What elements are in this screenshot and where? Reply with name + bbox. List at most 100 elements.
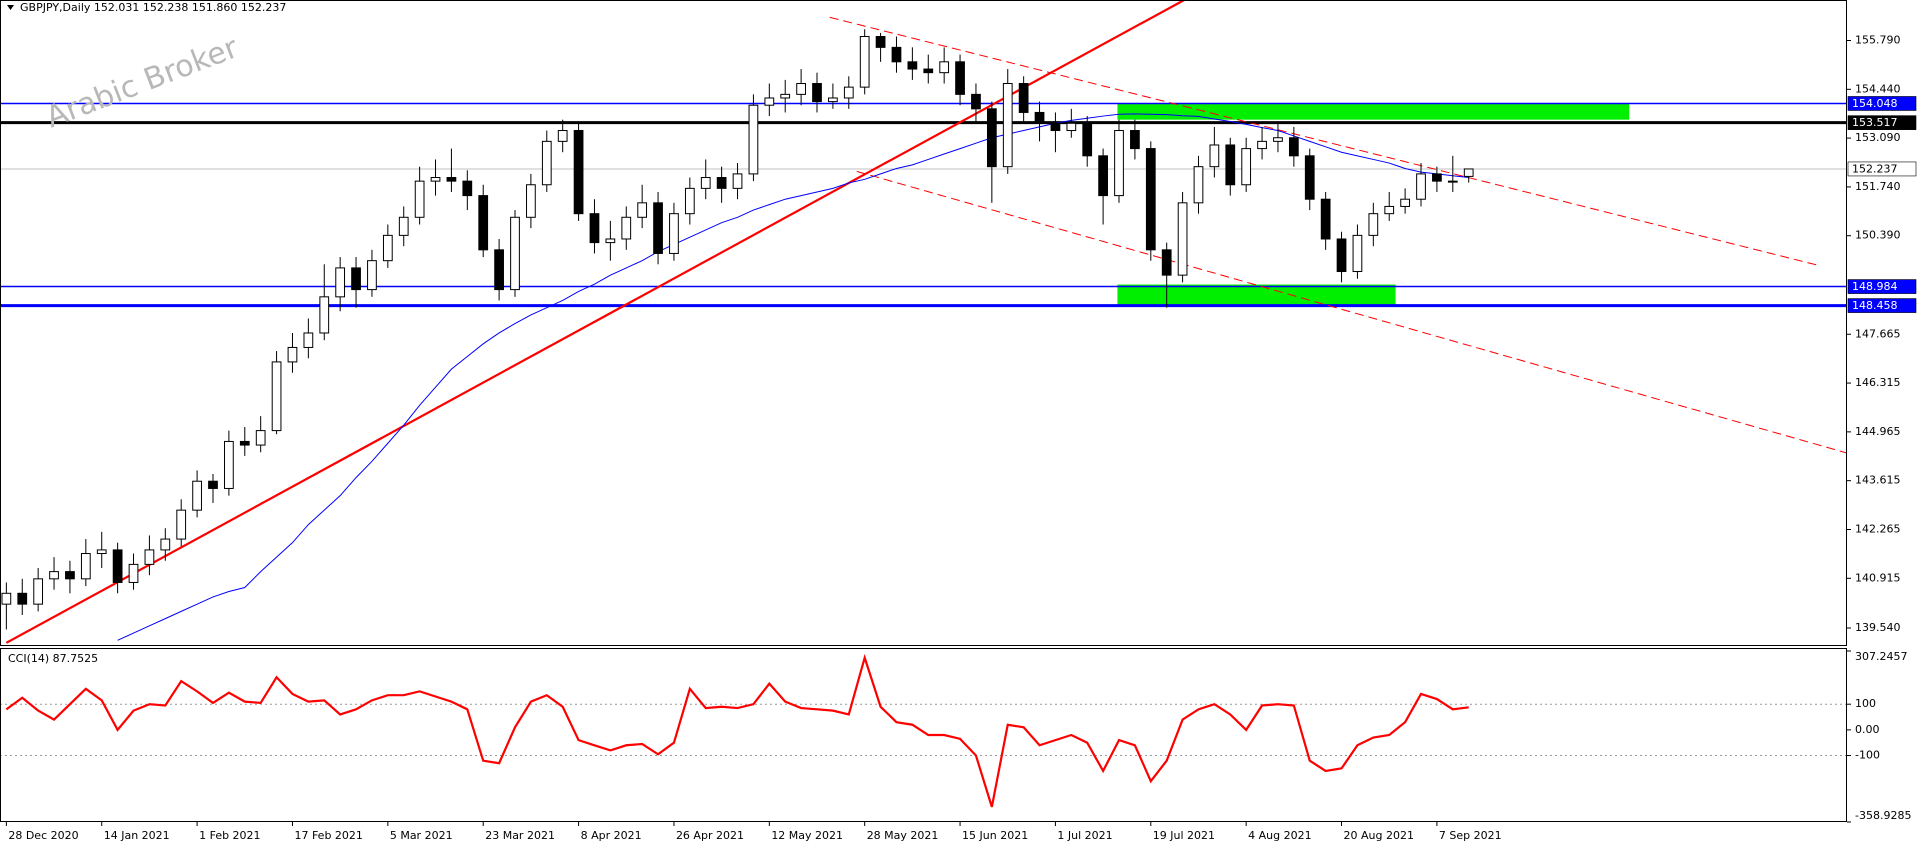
candle-body — [1432, 173, 1442, 182]
y-tick-label: 155.790 — [1855, 33, 1901, 46]
candle-body — [1082, 122, 1093, 157]
x-tick-label: 15 Jun 2021 — [962, 829, 1028, 842]
candle-body — [526, 184, 536, 218]
x-tick-label: 1 Jul 2021 — [1057, 829, 1112, 842]
candle-body — [1193, 166, 1204, 204]
candle-body — [160, 538, 171, 551]
candle-body — [510, 216, 520, 291]
candle-body — [557, 130, 568, 142]
candle-body — [812, 83, 822, 103]
candle-body — [144, 549, 155, 565]
candle-body — [1463, 168, 1474, 177]
candle-body — [1130, 130, 1140, 150]
trendline — [829, 16, 1821, 267]
x-tick-label: 5 Mar 2021 — [390, 829, 453, 842]
level-label: 148.458 — [1852, 299, 1898, 312]
candle-body — [224, 440, 234, 489]
candle-body — [541, 140, 552, 186]
y-tick-label: 139.540 — [1855, 621, 1901, 634]
candle-body — [1336, 238, 1347, 273]
candle-body — [1400, 198, 1410, 207]
cci-tick-label: 0.00 — [1855, 723, 1880, 736]
candle-body — [589, 213, 600, 244]
level-label-box — [1847, 279, 1917, 294]
candle-body — [494, 249, 504, 291]
candle-body — [446, 177, 457, 182]
candle-body — [669, 213, 679, 254]
x-tick-label: 17 Feb 2021 — [294, 829, 362, 842]
candle-body — [80, 553, 91, 580]
candle-body — [859, 36, 870, 88]
y-tick-label: 153.090 — [1855, 131, 1901, 144]
candle-body — [1209, 144, 1220, 168]
zone — [1117, 284, 1396, 307]
candle-body — [1, 592, 12, 605]
candle-body — [1066, 122, 1077, 132]
candle-body — [335, 267, 346, 298]
candle-body — [1304, 155, 1315, 200]
trendline — [856, 170, 1847, 454]
y-tick-label: 144.965 — [1855, 425, 1901, 438]
candle-body — [1050, 122, 1061, 132]
candle-body — [112, 549, 123, 583]
candle-body — [637, 202, 648, 218]
candle-body — [796, 83, 806, 95]
x-tick-label: 20 Aug 2021 — [1344, 829, 1414, 842]
candle-body — [573, 130, 584, 215]
level-label: 152.237 — [1852, 162, 1898, 175]
cci-tick-label: -100 — [1855, 749, 1880, 762]
cci-panel — [0, 653, 1847, 808]
candle-body — [716, 177, 727, 189]
candle-body — [875, 36, 886, 48]
x-tick-label: 23 Mar 2021 — [485, 829, 555, 842]
candle-body — [128, 563, 139, 583]
candle-body — [1352, 234, 1363, 273]
candle-body — [49, 571, 59, 580]
candle-body — [382, 234, 393, 262]
trendline — [5, 0, 1185, 644]
candle-body — [351, 267, 361, 291]
cci-tick-label: 100 — [1855, 697, 1876, 710]
candle-body — [780, 93, 791, 99]
cci-line — [5, 653, 1469, 808]
candle-body — [828, 97, 838, 103]
indicator-label: CCI(14) 87.7525 — [8, 652, 98, 665]
level-label: 153.517 — [1852, 116, 1898, 129]
candle-body — [1145, 148, 1156, 251]
candle-body — [1034, 111, 1045, 124]
y-tick-label: 142.265 — [1855, 522, 1901, 535]
candle-body — [65, 571, 75, 580]
x-tick-label: 28 May 2021 — [867, 829, 939, 842]
x-tick-label: 28 Dec 2020 — [8, 829, 78, 842]
candle-body — [239, 440, 250, 446]
moving-average — [117, 113, 1469, 641]
level-label-box — [1847, 161, 1917, 177]
candle-body — [462, 180, 473, 197]
x-tick-label: 8 Apr 2021 — [581, 829, 642, 842]
candle-body — [367, 260, 377, 291]
candle-body — [33, 578, 44, 605]
x-tick-label: 12 May 2021 — [771, 829, 843, 842]
zone — [1117, 103, 1630, 120]
x-tick-label: 14 Jan 2021 — [104, 829, 170, 842]
x-tick-label: 4 Aug 2021 — [1248, 829, 1311, 842]
level-label: 148.984 — [1852, 280, 1898, 293]
candle-body — [1257, 140, 1267, 150]
candle-body — [1177, 202, 1188, 276]
chart-title: GBPJPY,Daily 152.031 152.238 151.860 152… — [20, 1, 286, 14]
candle-body — [955, 61, 965, 95]
cci-tick-label: -358.9285 — [1855, 809, 1911, 822]
candle-body — [319, 296, 330, 334]
candle-body — [700, 177, 711, 189]
candle-body — [430, 177, 441, 182]
candle-body — [1114, 130, 1124, 197]
y-tick-label: 151.740 — [1855, 180, 1901, 193]
level-label-box — [1847, 298, 1917, 313]
candle-body — [907, 61, 918, 70]
candle-body — [287, 346, 298, 363]
price-panel — [0, 0, 1847, 644]
candle-body — [986, 108, 997, 168]
cci-frame — [0, 648, 1847, 822]
